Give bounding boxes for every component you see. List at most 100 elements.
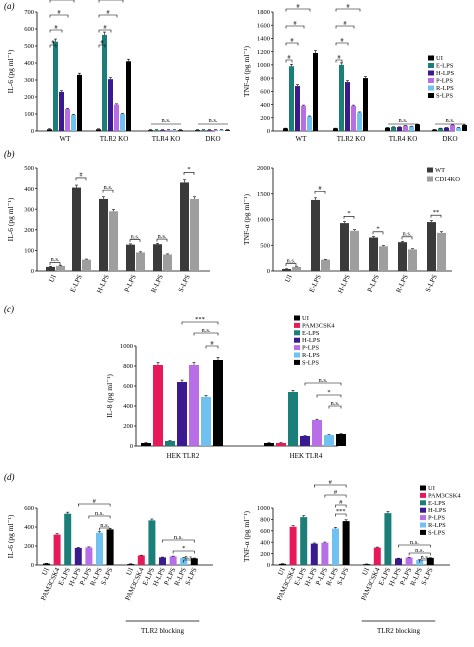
a1-sig-label: #: [103, 24, 107, 31]
a2-bar-h-lps: [444, 127, 449, 131]
a1-bar-ui: [195, 130, 200, 131]
a2-sig-bracket: [335, 59, 343, 63]
a2-bar-r-lps: [357, 112, 362, 131]
d1-category-label: UI: [125, 566, 136, 577]
d1-bar-ui: [127, 564, 135, 565]
c-y-axis-label: IL-8 (pg ml⁻¹): [105, 374, 114, 418]
a1-bar-r-lps: [71, 114, 76, 131]
d2-bar-h-lps: [310, 543, 318, 565]
b2-category-label: H-LPS: [336, 273, 352, 294]
a1-bar-s-lps: [126, 61, 131, 131]
b1-category-label: H-LPS: [95, 273, 111, 294]
panel-label-d: (d): [4, 472, 15, 482]
c-bar-ui: [141, 443, 151, 446]
a2-ytick-label: 1400: [257, 36, 270, 43]
legend-label: R-LPS: [436, 85, 454, 92]
b2-bar-cd14ko: [321, 259, 330, 271]
d2-bar-s-lps: [342, 521, 350, 565]
d1-category-label: UI: [40, 566, 51, 577]
b1-bar-cd14ko: [136, 252, 145, 271]
a2-group-label: DKO: [442, 135, 457, 143]
legend-label: PAM3CSK4: [302, 322, 335, 329]
c-bar-r-lps: [201, 397, 211, 446]
b1-sig-label: #: [79, 172, 83, 179]
d1-sig-label: n.s.: [174, 534, 183, 541]
d2-bar-ui: [279, 563, 286, 565]
c-sig-label: n.s.: [201, 327, 210, 334]
a2-bar-h-lps: [295, 86, 300, 131]
panel-label-b: (b): [4, 149, 15, 159]
a2-ytick-label: 400: [260, 102, 270, 109]
c-sig-label: #: [210, 340, 214, 347]
d1-y-axis-label: IL-6 (pg ml⁻¹): [6, 514, 15, 558]
legend-swatch-p-lps: [428, 78, 434, 83]
d1-sig-label: *: [182, 545, 185, 552]
a2-bar-s-lps: [313, 52, 318, 131]
a1-ytick-label: 0: [31, 128, 34, 135]
b2-sig-label: **: [433, 209, 440, 216]
a2-bar-e-lps: [438, 128, 443, 131]
a1-bar-h-lps: [108, 79, 113, 131]
a2-ytick-label: 1600: [257, 22, 270, 29]
a2-bar-e-lps: [339, 64, 344, 131]
b2-category-label: UI: [283, 273, 294, 284]
a1-group-label: TLR4 KO: [152, 135, 181, 143]
a2-sig-bracket: [335, 8, 361, 12]
a1-bar-r-lps: [219, 130, 224, 131]
b1-bar-cd14ko: [56, 265, 65, 271]
legend-label: H-LPS: [428, 507, 446, 514]
c-sig-label: ***: [195, 316, 205, 323]
panel-label-c: (c): [4, 304, 14, 314]
a1-y-axis-label: IL-6 (pg ml⁻¹): [6, 49, 15, 93]
c-bar-p-lps: [312, 420, 322, 446]
d2-bar-p-lps: [405, 557, 413, 565]
d2-sig-label: n.s.: [420, 554, 429, 561]
c-ytick-label: 400: [123, 403, 133, 410]
a1-sig-bracket: [49, 0, 75, 3]
d2-bar-e-lps: [300, 517, 308, 565]
b1-sig-bracket: [49, 262, 61, 265]
a2-group-label: TLR2 KO: [337, 135, 366, 143]
legend-swatch-h-lps: [428, 70, 434, 76]
c-group-label: HEK TLR4: [290, 452, 323, 460]
a2-bar-s-lps: [363, 78, 368, 131]
c-sig-bracket: [193, 332, 219, 336]
b2-y-axis-label: TNF-α (pg ml⁻¹): [242, 194, 251, 245]
d1-sig-label: #: [93, 498, 97, 505]
b1-ytick-label: 0: [31, 268, 34, 275]
b2-bar-wt: [282, 268, 291, 271]
legend-swatch-s-lps: [428, 93, 434, 98]
a1-ytick-label: 500: [24, 43, 34, 50]
d1-ytick-label: 600: [24, 505, 34, 512]
c-ytick-label: 200: [123, 423, 133, 430]
d2-ytick-label: 0: [267, 562, 270, 569]
legend-label: H-LPS: [436, 70, 454, 77]
b1-bar-cd14ko: [82, 259, 91, 271]
a2-ns-label: n.s.: [445, 117, 454, 124]
b2-sig-label: *: [347, 210, 350, 217]
a2-bar-ui: [333, 128, 338, 131]
a2-ytick-label: 600: [260, 89, 270, 96]
a2-ytick-label: 0: [267, 128, 270, 135]
a1-sig-label: #: [100, 39, 104, 46]
legend-label: P-LPS: [428, 515, 445, 522]
a1-sig-bracket: [98, 0, 124, 3]
a2-bar-e-lps: [289, 66, 294, 131]
legend-swatch-e-lps: [428, 63, 434, 68]
legend-swatch-e-lps: [420, 500, 426, 506]
d1-bar-h-lps: [159, 557, 166, 565]
d1-sig-label: n.s.: [95, 510, 104, 517]
b1-bar-wt: [46, 266, 55, 271]
d1-bar-p-lps: [85, 547, 93, 565]
legend-label: H-LPS: [302, 337, 320, 344]
b1-sig-bracket: [156, 238, 168, 242]
d2-sig-label: #: [329, 479, 333, 486]
a1-group-label: WT: [60, 135, 72, 143]
a1-ns-label: n.s.: [161, 117, 170, 124]
a1-sig-bracket: [98, 14, 118, 18]
c-bar-e-lps: [165, 441, 175, 446]
a2-sig-label: #: [343, 20, 347, 27]
b1-ytick-label: 300: [24, 206, 34, 213]
b1-sig-label: n.s.: [130, 233, 139, 240]
c-sig-bracket: [316, 394, 342, 398]
